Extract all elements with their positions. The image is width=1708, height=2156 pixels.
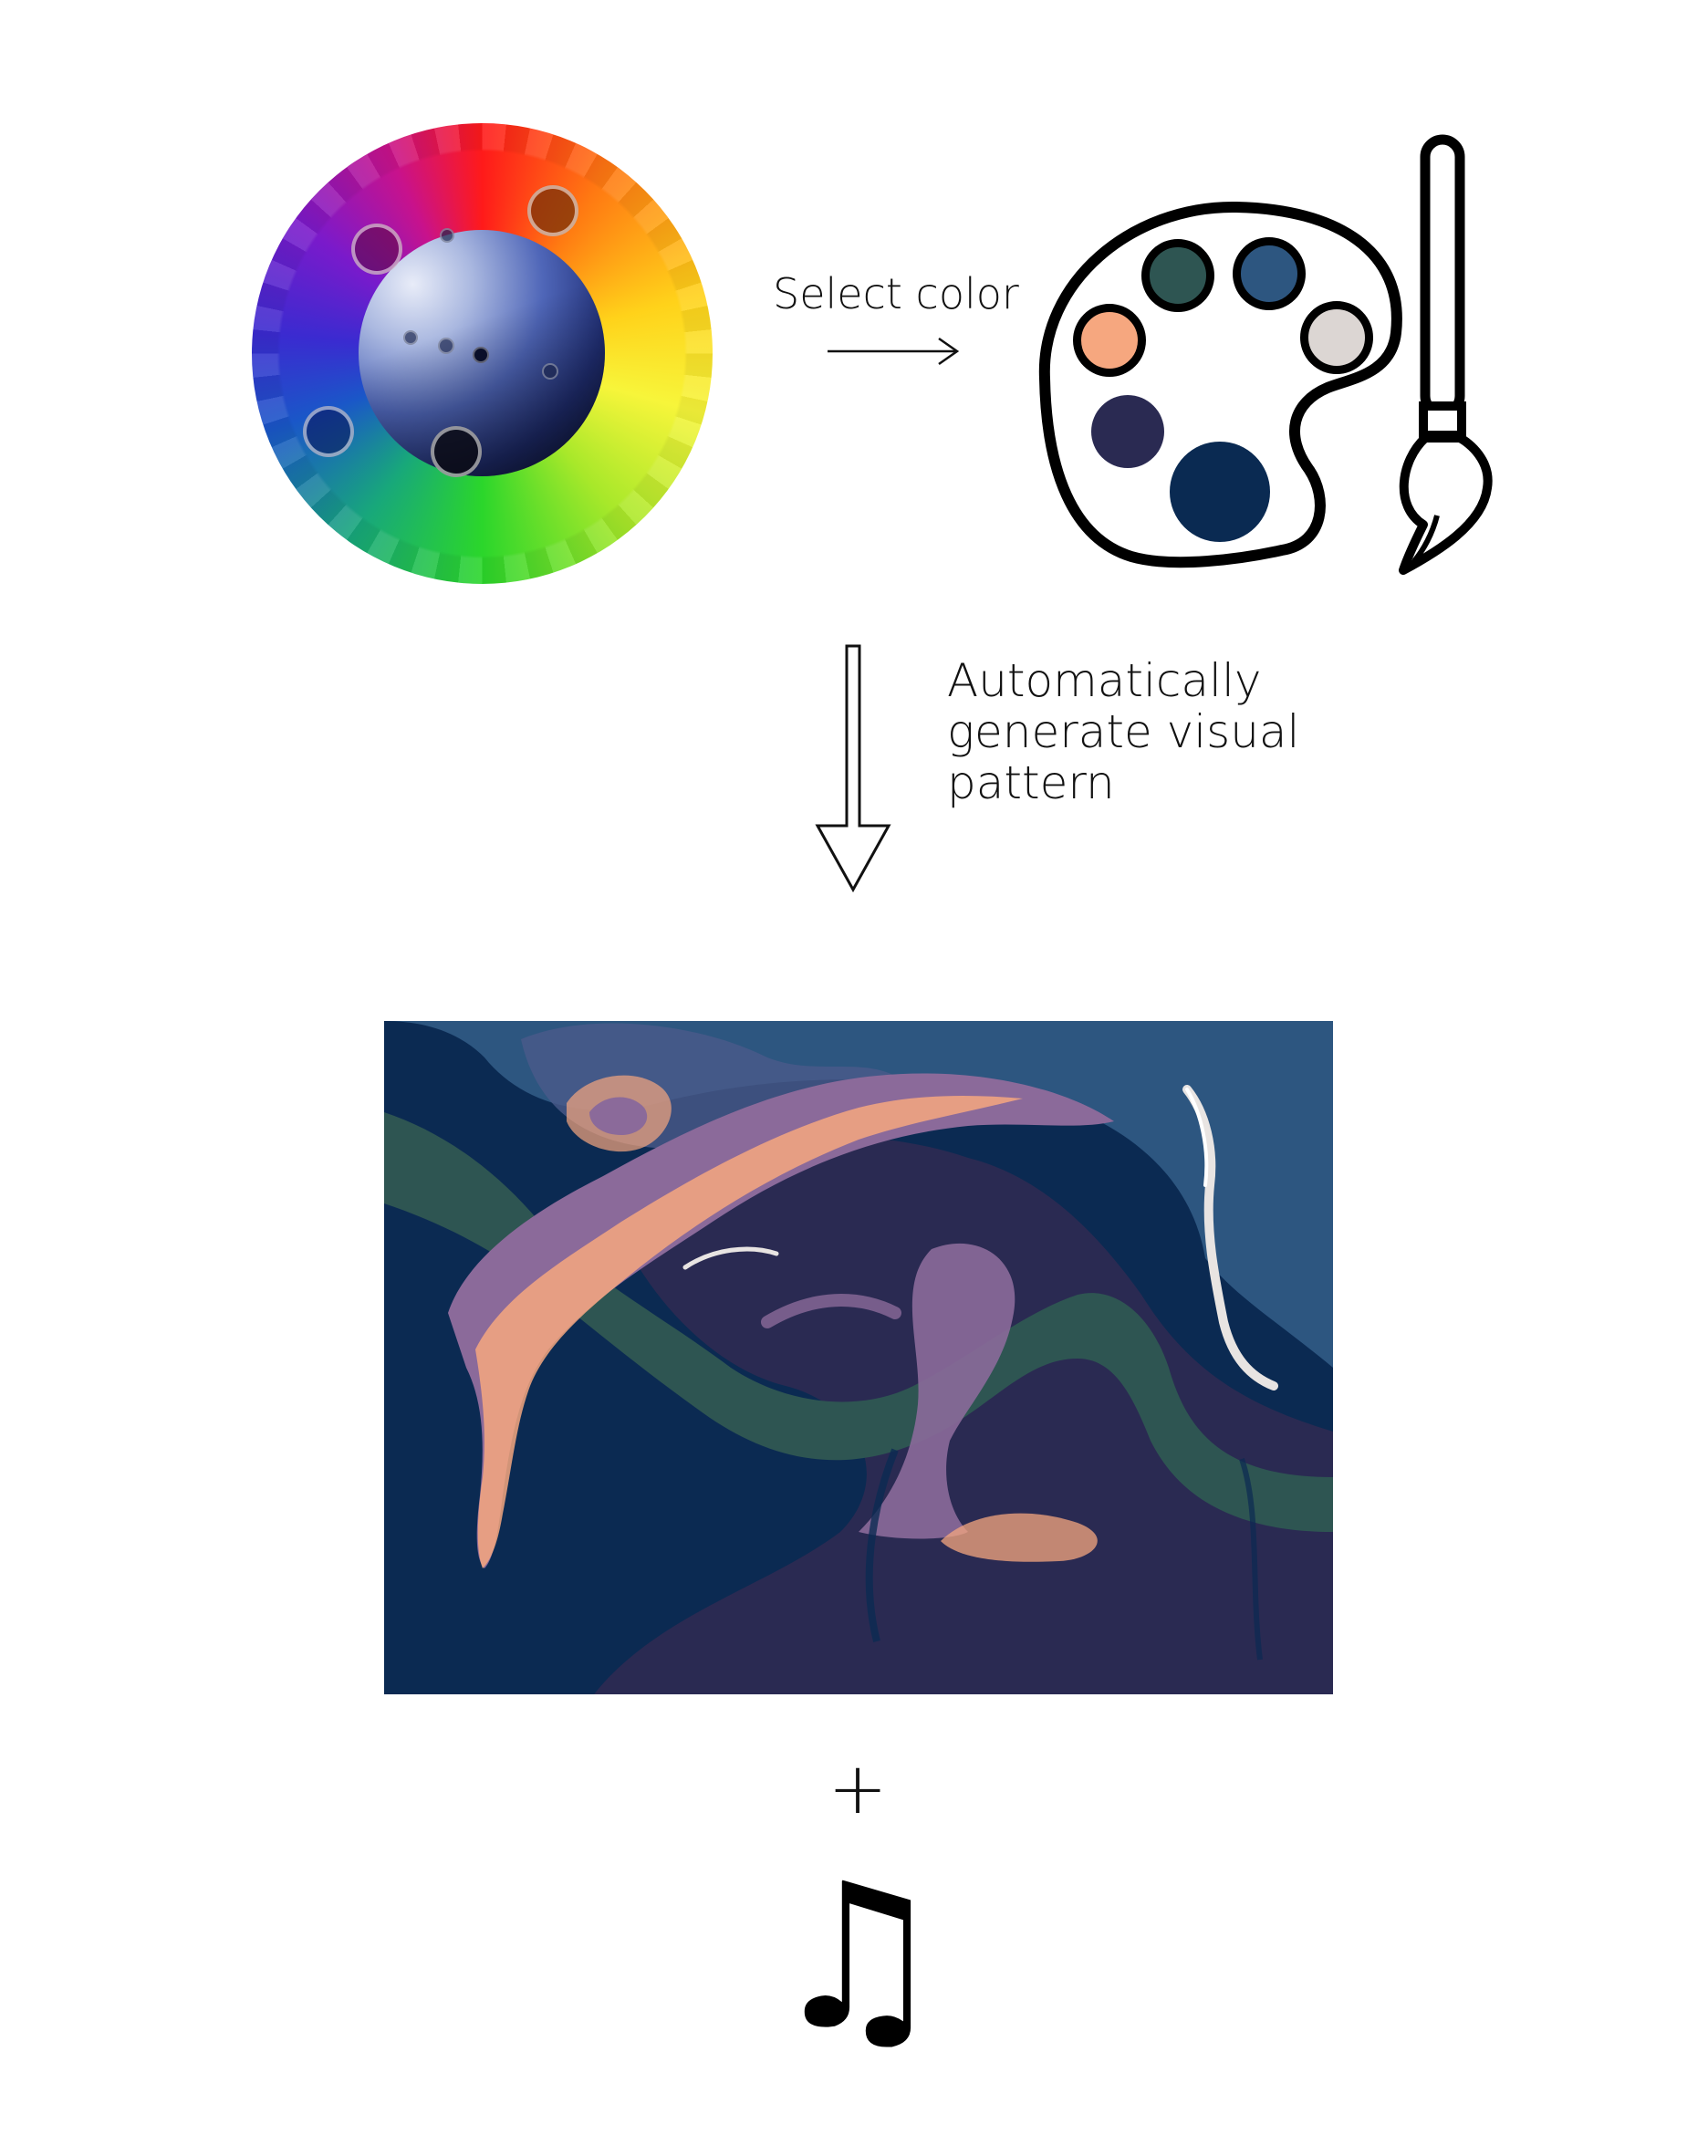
palette-icon <box>1038 201 1402 568</box>
music-note-icon: ♫ <box>767 1840 948 2074</box>
select-color-label: Select color <box>773 269 1019 318</box>
wheel-dot <box>542 363 558 380</box>
palette-color-dark-purple <box>1091 395 1164 468</box>
wheel-marker <box>527 185 578 236</box>
wheel-dot <box>438 338 454 354</box>
palette-color-light-gray <box>1300 301 1373 374</box>
wheel-dot <box>403 330 418 345</box>
paintbrush-icon <box>1399 134 1493 575</box>
wheel-dot <box>473 347 489 363</box>
palette-color-navy <box>1170 442 1270 542</box>
arrow-right-icon <box>828 337 960 366</box>
generated-pattern-image <box>384 1021 1333 1694</box>
plus-icon: + <box>828 1748 888 1830</box>
generate-line-2: generate visual <box>947 705 1300 758</box>
palette-color-steel-blue <box>1233 237 1306 310</box>
wheel-marker <box>431 426 482 477</box>
wheel-marker <box>351 224 402 275</box>
arrow-down-icon <box>815 644 891 893</box>
generate-pattern-caption: Automatically generate visual pattern <box>947 655 1299 808</box>
wheel-marker <box>303 406 354 457</box>
generate-line-3: pattern <box>947 756 1115 809</box>
generate-line-1: Automatically <box>947 654 1262 707</box>
palette-color-salmon <box>1073 304 1146 377</box>
wheel-dot <box>440 228 454 243</box>
palette-color-dark-green <box>1141 239 1214 312</box>
